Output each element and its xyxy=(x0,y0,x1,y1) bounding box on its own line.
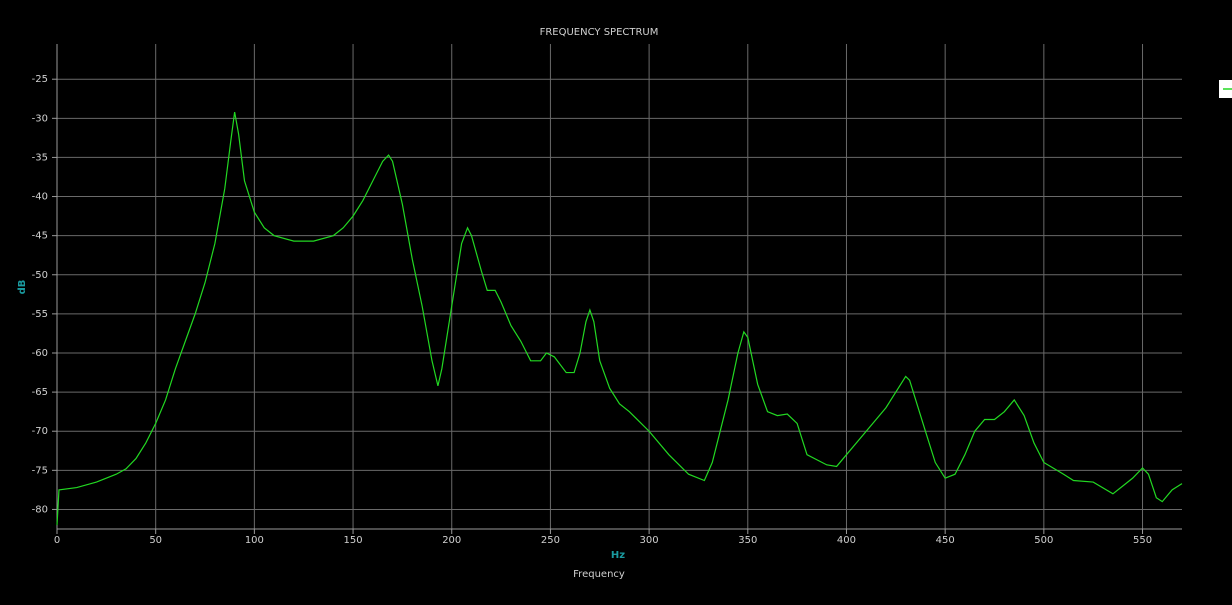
y-tick-label: -40 xyxy=(32,192,48,203)
chart-title: FREQUENCY SPECTRUM xyxy=(540,27,659,38)
x-tick-label: 500 xyxy=(1034,535,1053,546)
x-tick-label: 0 xyxy=(54,535,60,546)
y-tick-label: -60 xyxy=(32,348,48,359)
y-tick-label: -55 xyxy=(32,309,48,320)
x-tick-label: 450 xyxy=(936,535,955,546)
x-tick-label: 150 xyxy=(344,535,363,546)
x-tick-label: 50 xyxy=(149,535,162,546)
x-tick-label: 300 xyxy=(640,535,659,546)
spectrum-line xyxy=(56,111,1183,526)
y-tick-label: -25 xyxy=(32,74,48,85)
y-tick-label: -80 xyxy=(32,504,48,515)
x-tick-label: 550 xyxy=(1133,535,1152,546)
y-tick-label: -30 xyxy=(32,113,48,124)
y-tick-label: -75 xyxy=(32,465,48,476)
x-tick-label: 100 xyxy=(245,535,264,546)
y-axis-label: dB xyxy=(17,280,28,295)
y-tick-label: -50 xyxy=(32,270,48,281)
x-tick-label: 200 xyxy=(442,535,461,546)
y-tick-label: -35 xyxy=(32,152,48,163)
y-tick-label: -45 xyxy=(32,231,48,242)
y-tick-label: -70 xyxy=(32,426,48,437)
y-tick-label: -65 xyxy=(32,387,48,398)
x-axis-label: Frequency xyxy=(573,569,625,580)
x-tick-label: 250 xyxy=(541,535,560,546)
x-tick-label: 350 xyxy=(738,535,757,546)
x-tick-label: 400 xyxy=(837,535,856,546)
x-unit: Hz xyxy=(611,550,625,561)
